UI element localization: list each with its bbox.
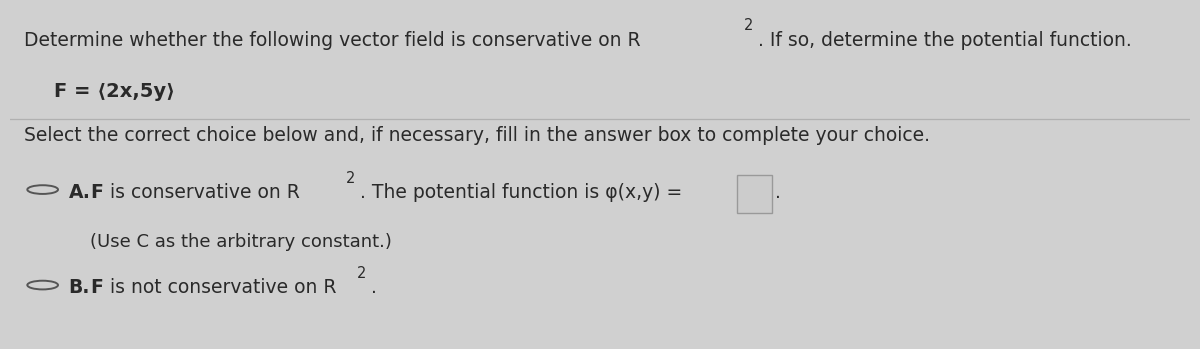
- Text: is conservative on R: is conservative on R: [104, 183, 300, 202]
- Text: is not conservative on R: is not conservative on R: [104, 279, 336, 297]
- Text: .: .: [775, 183, 781, 202]
- Text: . If so, determine the potential function.: . If so, determine the potential functio…: [758, 30, 1132, 50]
- Text: 2: 2: [346, 171, 355, 186]
- Text: A.: A.: [68, 183, 90, 202]
- Text: F: F: [90, 279, 103, 297]
- Text: Determine whether the following vector field is conservative on R: Determine whether the following vector f…: [24, 30, 641, 50]
- FancyBboxPatch shape: [737, 174, 773, 213]
- Text: .: .: [371, 279, 377, 297]
- Text: B.: B.: [68, 279, 90, 297]
- Text: F = ⟨2x,5y⟩: F = ⟨2x,5y⟩: [54, 82, 175, 102]
- Text: F: F: [90, 183, 103, 202]
- Text: (Use C as the arbitrary constant.): (Use C as the arbitrary constant.): [90, 232, 391, 251]
- Text: Select the correct choice below and, if necessary, fill in the answer box to com: Select the correct choice below and, if …: [24, 126, 930, 145]
- Text: . The potential function is φ(x,y) =: . The potential function is φ(x,y) =: [360, 183, 683, 202]
- Text: 2: 2: [356, 266, 366, 281]
- Text: 2: 2: [744, 18, 754, 34]
